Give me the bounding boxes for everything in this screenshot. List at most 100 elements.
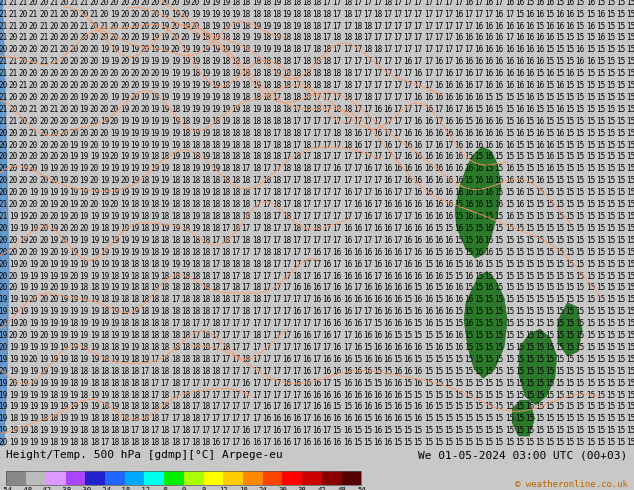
Text: 18: 18 — [110, 379, 119, 388]
Text: 17: 17 — [292, 188, 301, 197]
Text: 17: 17 — [333, 81, 342, 90]
Text: 16: 16 — [242, 438, 251, 447]
Text: 18: 18 — [231, 164, 241, 173]
Text: 16: 16 — [474, 200, 484, 209]
Text: 19: 19 — [272, 33, 281, 43]
Text: 15: 15 — [535, 200, 545, 209]
Text: 20: 20 — [89, 46, 99, 54]
Text: 16: 16 — [353, 224, 362, 233]
Text: 20: 20 — [89, 93, 99, 102]
Text: 17: 17 — [353, 236, 362, 245]
Text: 18: 18 — [302, 105, 311, 114]
Text: 19: 19 — [69, 248, 79, 257]
Text: 17: 17 — [302, 200, 311, 209]
Text: 18: 18 — [262, 176, 271, 185]
Text: 15: 15 — [515, 343, 524, 352]
Text: 17: 17 — [353, 0, 362, 7]
Text: 19: 19 — [231, 69, 241, 78]
Text: 18: 18 — [343, 105, 352, 114]
Text: 17: 17 — [323, 343, 332, 352]
Text: 18: 18 — [181, 176, 190, 185]
Text: 17: 17 — [444, 10, 453, 19]
Text: 19: 19 — [79, 164, 89, 173]
Text: 20: 20 — [60, 10, 68, 19]
Text: 19: 19 — [140, 236, 150, 245]
Text: 19: 19 — [29, 367, 38, 376]
Bar — [184, 471, 204, 486]
Text: 15: 15 — [495, 271, 504, 281]
Text: 19: 19 — [171, 224, 180, 233]
Text: 20: 20 — [60, 141, 68, 149]
Text: 15: 15 — [596, 69, 605, 78]
Text: 15: 15 — [606, 319, 615, 328]
Text: 17: 17 — [242, 391, 251, 399]
Text: 16: 16 — [383, 355, 392, 364]
Text: 19: 19 — [140, 117, 150, 126]
Text: 15: 15 — [525, 415, 534, 423]
Text: 17: 17 — [160, 379, 170, 388]
Text: 17: 17 — [373, 117, 382, 126]
Text: 19: 19 — [79, 152, 89, 162]
Text: 20: 20 — [60, 224, 68, 233]
Text: 15: 15 — [535, 295, 545, 304]
Bar — [322, 471, 342, 486]
Text: 16: 16 — [464, 164, 474, 173]
Text: 16: 16 — [434, 57, 443, 66]
Text: 19: 19 — [211, 81, 221, 90]
Text: 20: 20 — [9, 141, 18, 149]
Text: 17: 17 — [302, 248, 311, 257]
Text: 15: 15 — [495, 236, 504, 245]
Text: 19: 19 — [181, 188, 190, 197]
Text: 16: 16 — [353, 391, 362, 399]
Text: 17: 17 — [313, 331, 321, 340]
Text: 18: 18 — [262, 105, 271, 114]
Text: 18: 18 — [201, 295, 210, 304]
Text: 18: 18 — [100, 224, 109, 233]
Text: 20: 20 — [69, 129, 79, 138]
Text: 15: 15 — [606, 343, 615, 352]
Text: 18: 18 — [171, 188, 180, 197]
Text: 16: 16 — [444, 117, 453, 126]
Text: 16: 16 — [484, 0, 494, 7]
Text: 20: 20 — [9, 129, 18, 138]
Text: 17: 17 — [211, 307, 221, 316]
Text: 16: 16 — [474, 248, 484, 257]
Text: 18: 18 — [242, 57, 251, 66]
Text: 19: 19 — [0, 331, 8, 340]
Text: 15: 15 — [555, 224, 565, 233]
Text: 16: 16 — [515, 0, 524, 7]
Text: 15: 15 — [596, 271, 605, 281]
Text: 20: 20 — [110, 22, 119, 30]
Text: 15: 15 — [505, 236, 514, 245]
Text: 18: 18 — [313, 0, 321, 7]
Text: 15: 15 — [545, 236, 555, 245]
Text: 16: 16 — [464, 0, 474, 7]
Text: 18: 18 — [292, 93, 301, 102]
Text: 18: 18 — [343, 69, 352, 78]
Text: 20: 20 — [60, 200, 68, 209]
Bar — [164, 471, 184, 486]
Text: 19: 19 — [201, 129, 210, 138]
Text: 18: 18 — [201, 200, 210, 209]
Text: 15: 15 — [606, 117, 615, 126]
Text: 18: 18 — [302, 81, 311, 90]
Text: 16: 16 — [393, 343, 403, 352]
Text: 15: 15 — [616, 176, 625, 185]
Text: 18: 18 — [49, 391, 58, 399]
Text: 18: 18 — [110, 271, 119, 281]
Text: 15: 15 — [525, 379, 534, 388]
Text: 17: 17 — [353, 57, 362, 66]
Text: 16: 16 — [444, 164, 453, 173]
Text: 19: 19 — [140, 93, 150, 102]
Text: 19: 19 — [130, 236, 139, 245]
Text: 16: 16 — [403, 283, 413, 293]
Text: 18: 18 — [191, 415, 200, 423]
Text: 17: 17 — [403, 69, 413, 78]
Text: 16: 16 — [413, 176, 423, 185]
Text: 20: 20 — [191, 22, 200, 30]
Text: 19: 19 — [9, 367, 18, 376]
Text: 16: 16 — [495, 200, 504, 209]
Text: 17: 17 — [272, 212, 281, 221]
Text: 15: 15 — [606, 271, 615, 281]
Text: 17: 17 — [353, 176, 362, 185]
